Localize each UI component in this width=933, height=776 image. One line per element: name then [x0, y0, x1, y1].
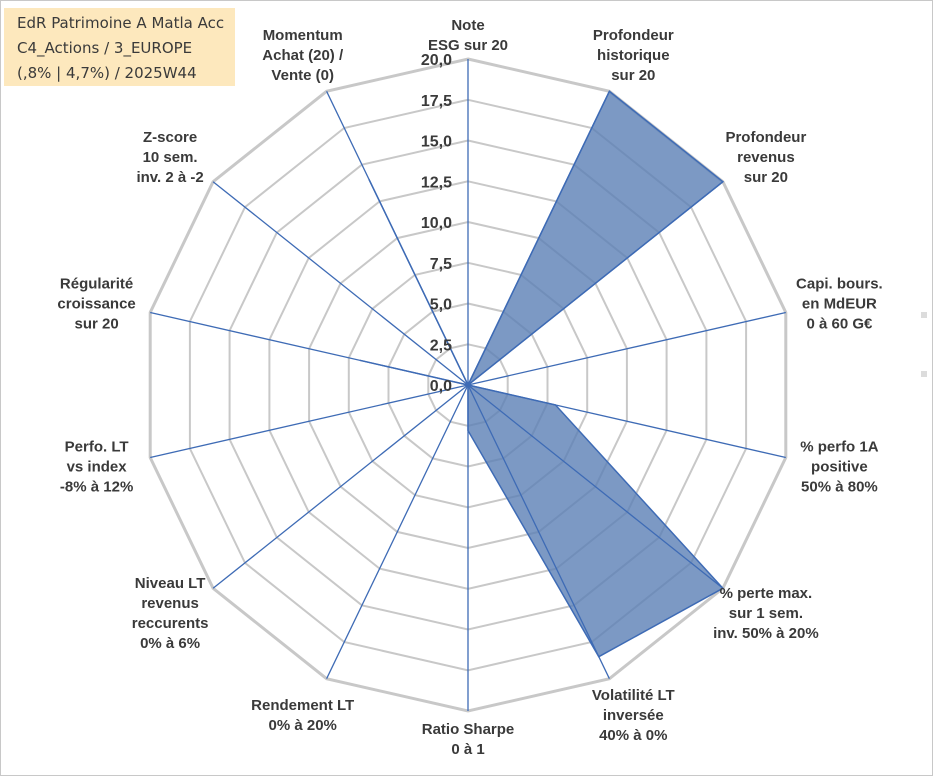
fund-info-box: EdR Patrimoine A Matla Acc C4_Actions / …	[4, 8, 235, 86]
axis-spoke	[212, 384, 469, 589]
radial-tick-labels: 0,0 2,5 5,0 7,5 10,0 12,5 15,0 17,5 20,0	[421, 52, 452, 395]
axis-label: Régularité croissance sur 20	[57, 276, 135, 333]
tick-label: 20,0	[421, 52, 452, 69]
tick-label: 7,5	[430, 256, 452, 273]
edge-marker	[921, 312, 927, 318]
axis-label: Note ESG sur 20	[428, 17, 508, 54]
axis-spoke	[150, 384, 469, 459]
tick-label: 2,5	[430, 337, 452, 354]
tick-label: 10,0	[421, 215, 452, 232]
axis-spoke	[326, 91, 469, 386]
axis-label: Rendement LT 0% à 20%	[251, 697, 354, 734]
tick-label: 17,5	[421, 93, 452, 110]
axis-label: Perfo. LT vs index -8% à 12%	[60, 438, 133, 495]
axis-label: Momentum Achat (20) / Vente (0)	[262, 27, 344, 84]
fund-category: C4_Actions / 3_EUROPE	[17, 39, 193, 57]
axis-label: Volatilité LT inversée 40% à 0%	[592, 687, 675, 744]
axis-spoke	[326, 384, 469, 679]
tick-label: 15,0	[421, 134, 452, 151]
axis-spoke	[467, 311, 786, 386]
axis-label: Niveau LT revenus reccurents 0% à 6%	[132, 575, 209, 652]
axis-spoke	[212, 181, 469, 386]
axis-spoke	[150, 311, 469, 386]
axis-label: % perfo 1A positive 50% à 80%	[800, 438, 879, 495]
axis-label: Ratio Sharpe 0 à 1	[422, 721, 515, 758]
axis-labels: Note ESG sur 20 Profondeur historique sur 20…	[57, 17, 882, 758]
axis-spoke	[467, 384, 724, 589]
axis-spoke	[467, 91, 610, 386]
tick-label: 5,0	[430, 297, 452, 314]
tick-label: 0,0	[430, 378, 452, 395]
axis-spoke	[467, 384, 786, 459]
tick-label: 12,5	[421, 174, 452, 191]
edge-marker	[921, 371, 927, 377]
axis-label: % perte max. sur 1 sem. inv. 50% à 20%	[713, 585, 819, 642]
axis-label: Z-score 10 sem. inv. 2 à -2	[136, 129, 203, 186]
fund-stats-week: (,8% | 4,7%) / 2025W44	[17, 64, 197, 82]
axis-label: Profondeur historique sur 20	[593, 27, 674, 84]
axis-spoke	[467, 384, 610, 679]
axis-label: Capi. bours. en MdEUR 0 à 60 G€	[796, 276, 883, 333]
axis-spokes	[150, 59, 786, 711]
axis-spoke	[467, 181, 724, 386]
fund-name: EdR Patrimoine A Matla Acc	[17, 14, 225, 32]
axis-label: Profondeur revenus sur 20	[725, 129, 806, 186]
